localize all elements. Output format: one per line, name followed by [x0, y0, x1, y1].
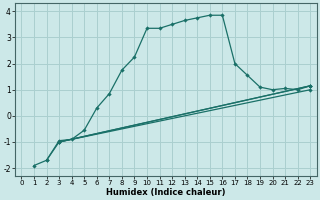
X-axis label: Humidex (Indice chaleur): Humidex (Indice chaleur): [106, 188, 226, 197]
